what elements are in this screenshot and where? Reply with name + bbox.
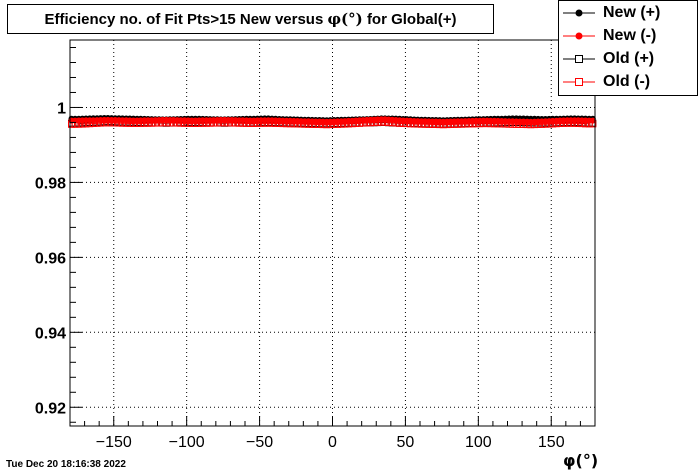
x-tick-label: 100 bbox=[465, 434, 492, 451]
legend-marker-old-minus bbox=[563, 78, 595, 86]
y-tick-label: 0.96 bbox=[35, 250, 66, 267]
legend-label-old-minus: Old (-) bbox=[603, 73, 651, 90]
y-tick-label: 0.92 bbox=[35, 400, 66, 417]
data-point bbox=[589, 117, 596, 124]
legend-marker-new-minus bbox=[563, 32, 595, 40]
legend-marker-old-plus bbox=[563, 55, 595, 63]
y-tick-label: 1 bbox=[57, 100, 66, 117]
legend-item-old-plus: Old (+) bbox=[559, 48, 697, 70]
x-tick-label: −50 bbox=[246, 434, 273, 451]
x-tick-label: 150 bbox=[538, 434, 565, 451]
y-tick-label: 0.98 bbox=[35, 175, 66, 192]
chart-title: Efficiency no. of Fit Pts>15 New versus … bbox=[7, 4, 494, 34]
x-tick-label: −100 bbox=[169, 434, 205, 451]
timestamp: Tue Dec 20 18:16:38 2022 bbox=[6, 459, 126, 470]
legend-label-new-plus: New (+) bbox=[603, 4, 661, 21]
legend-marker-new-plus bbox=[563, 9, 595, 17]
legend-item-new-plus: New (+) bbox=[559, 2, 697, 24]
x-tick-label: 50 bbox=[397, 434, 415, 451]
legend: New (+) New (-) Old (+) Old (-) bbox=[558, 0, 698, 96]
x-tick-label: −150 bbox=[96, 434, 132, 451]
y-tick-label: 0.94 bbox=[35, 325, 66, 342]
chart-title-text: Efficiency no. of Fit Pts>15 New versus bbox=[44, 10, 324, 28]
x-tick-label: 0 bbox=[328, 434, 337, 451]
legend-item-old-minus: Old (-) bbox=[559, 71, 697, 93]
legend-label-new-minus: New (-) bbox=[603, 27, 657, 44]
legend-item-new-minus: New (-) bbox=[559, 25, 697, 47]
legend-label-old-plus: Old (+) bbox=[603, 50, 655, 67]
x-axis-label: φ(°) bbox=[563, 451, 599, 470]
chart-title-symbol: φ(°) bbox=[327, 10, 363, 28]
chart-title-suffix: for Global(+) bbox=[366, 10, 457, 28]
series-1 bbox=[68, 116, 596, 125]
